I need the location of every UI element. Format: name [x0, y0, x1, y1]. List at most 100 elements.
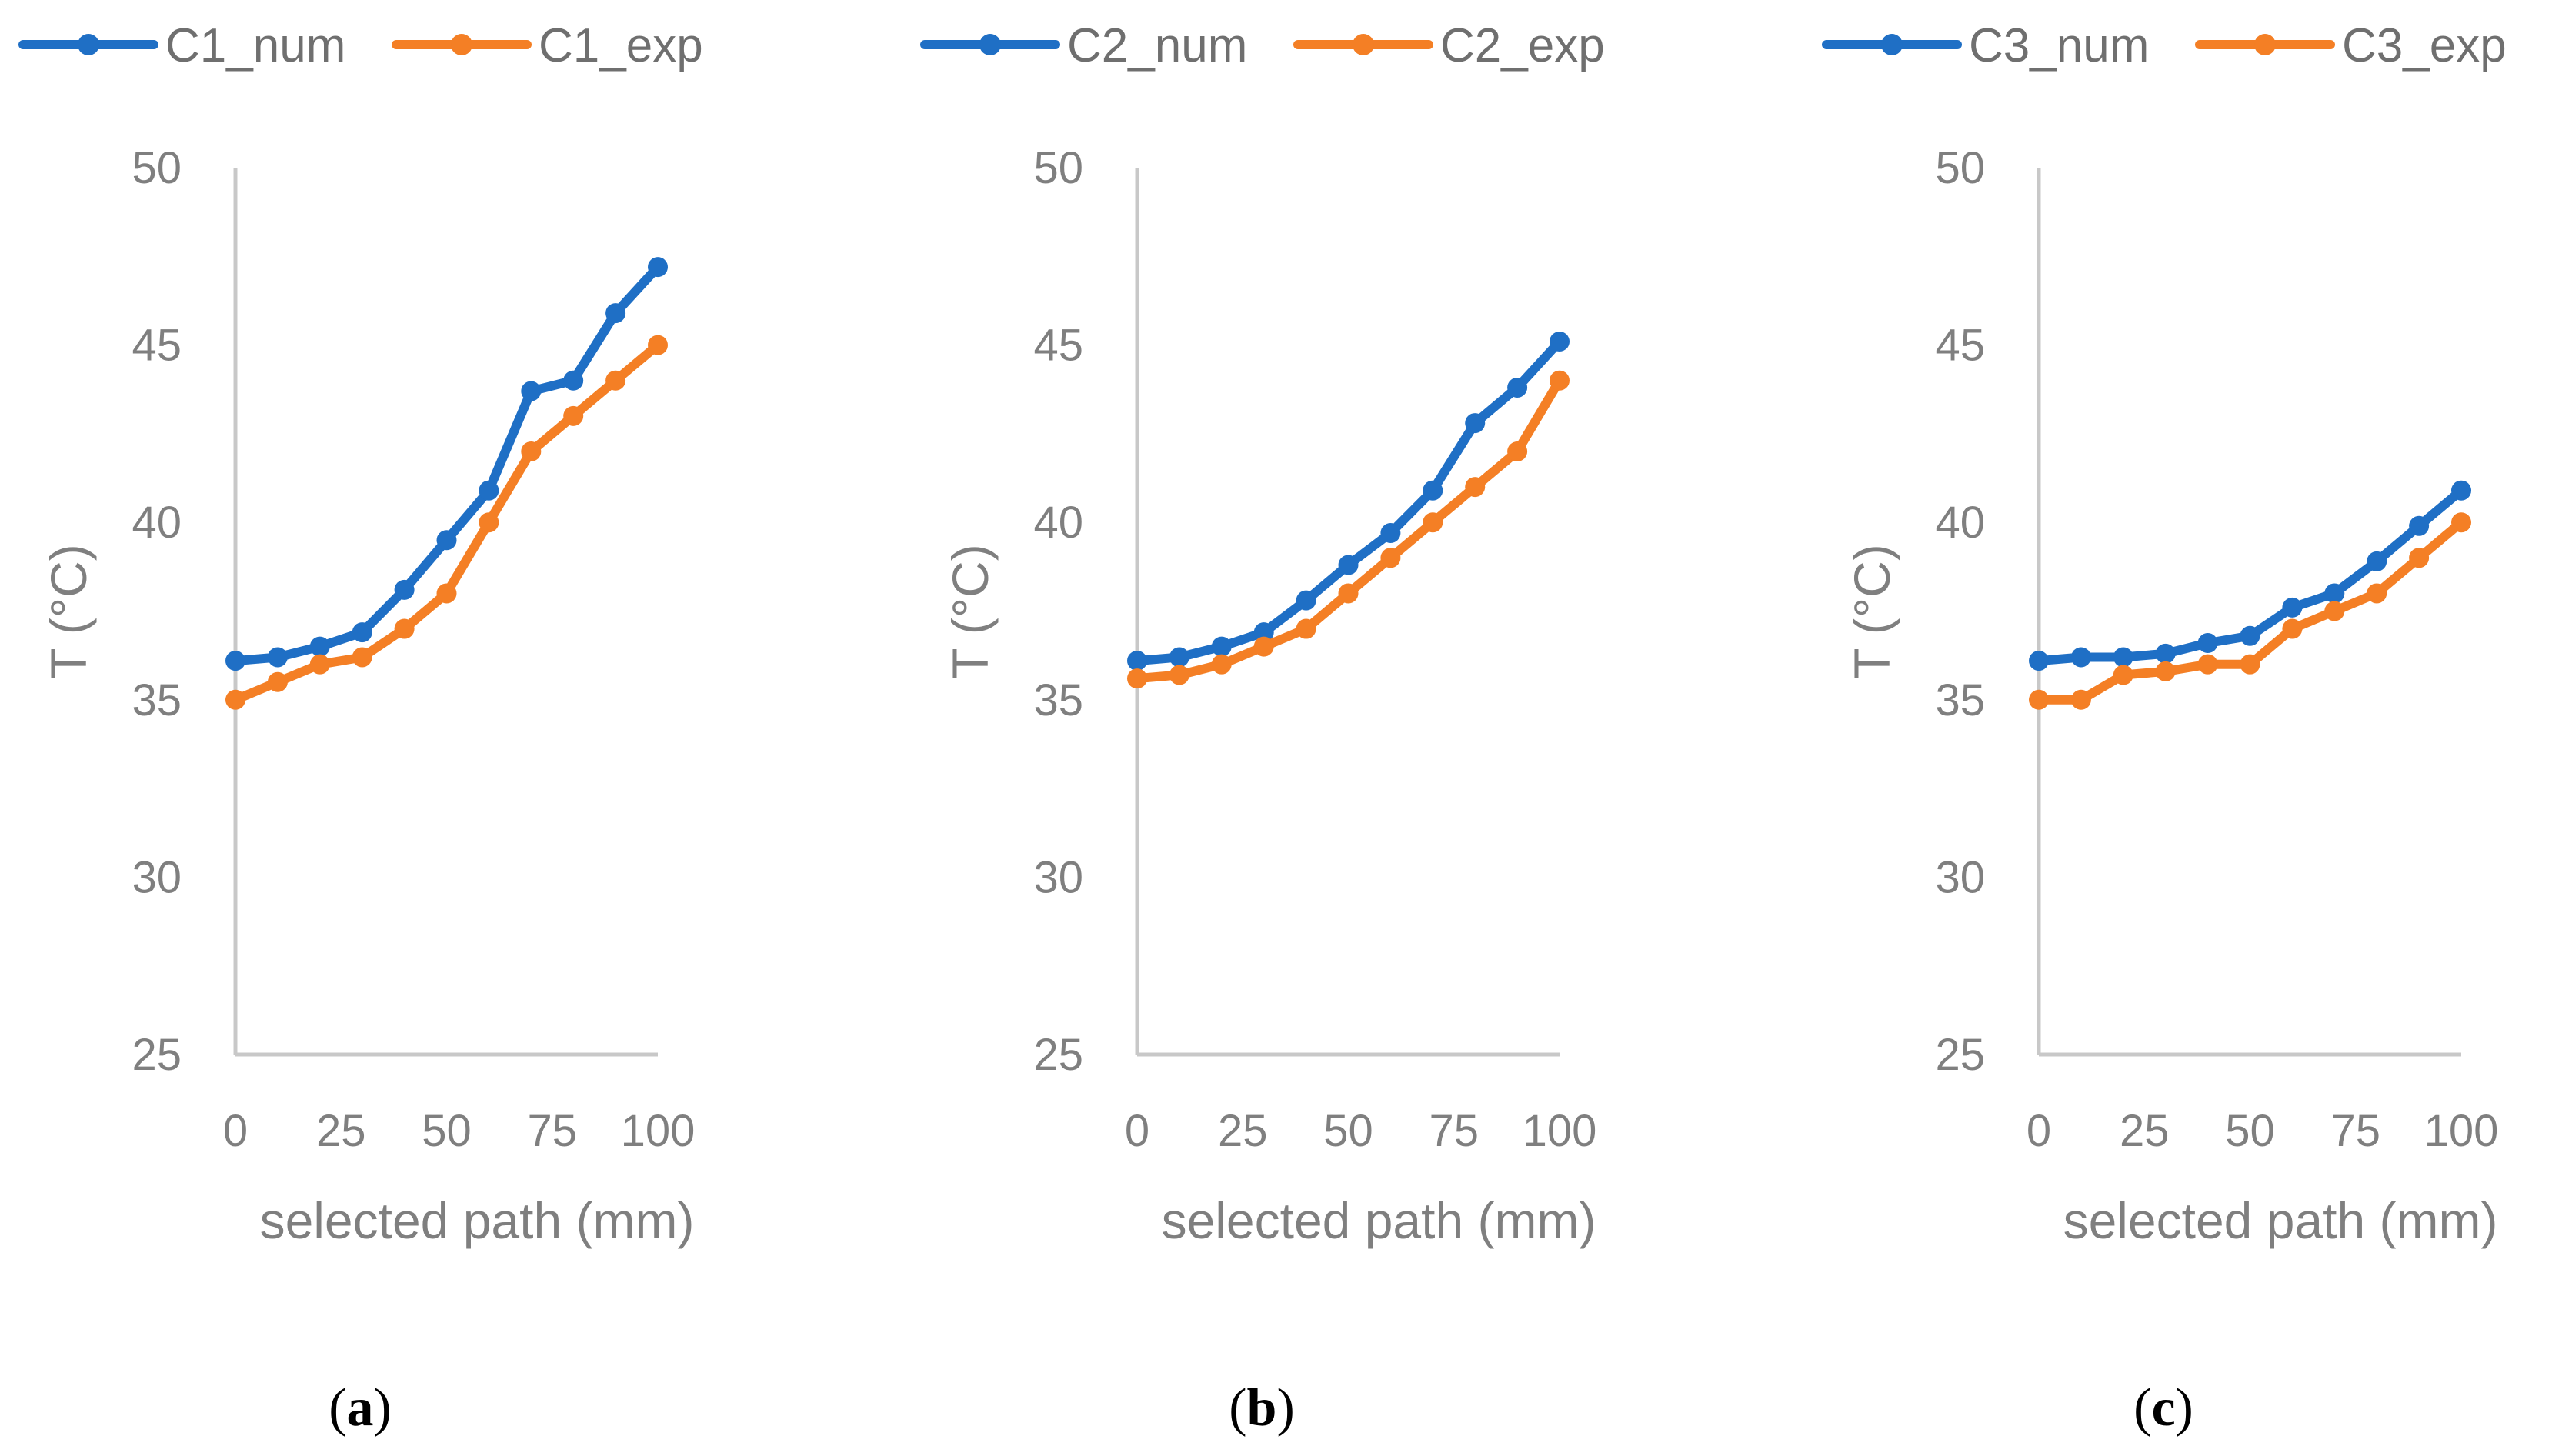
- data-point-C3_exp: [2282, 618, 2303, 639]
- x-axis-title: selected path (mm): [260, 1192, 695, 1249]
- legend-marker: [1353, 34, 1374, 55]
- data-point-C2_num: [1380, 523, 1401, 544]
- chart-panel-c: 25 30 35 40 45 50 0 25 50 75 100 selected path (mm)…: [1822, 19, 2507, 1438]
- data-point-C3_num: [2155, 643, 2176, 664]
- y-tick-label: 45: [1033, 321, 1083, 371]
- data-point-C3_num: [2324, 583, 2345, 604]
- legend-item-C3_exp: C3_exp: [2195, 19, 2507, 72]
- data-point-C3_exp: [2240, 654, 2260, 675]
- data-point-C1_num: [394, 579, 415, 600]
- data-point-C2_exp: [1253, 636, 1274, 657]
- data-point-C2_exp: [1380, 548, 1401, 568]
- data-point-C1_exp: [436, 583, 457, 604]
- y-tick-label: 50: [132, 143, 182, 193]
- data-point-C2_num: [1423, 480, 1443, 501]
- data-point-C2_num: [1211, 636, 1232, 657]
- x-tick-label: 0: [1125, 1106, 1149, 1156]
- x-tick-label: 100: [621, 1106, 696, 1156]
- data-point-C2_exp: [1550, 370, 1570, 391]
- panel-label: (b): [1229, 1378, 1295, 1438]
- data-point-C3_exp: [2155, 661, 2176, 681]
- data-point-C3_num: [2240, 625, 2260, 646]
- data-point-C3_num: [2113, 647, 2133, 668]
- legend-marker: [451, 34, 472, 55]
- x-tick-label: 50: [1323, 1106, 1373, 1156]
- y-tick-label: 40: [1935, 498, 1985, 548]
- data-point-C1_num: [521, 381, 542, 401]
- x-tick-label: 50: [2225, 1106, 2275, 1156]
- data-point-C2_num: [1296, 590, 1316, 611]
- data-point-C2_num: [1253, 622, 1274, 643]
- y-tick-label: 30: [1935, 852, 1985, 902]
- data-point-C1_num: [225, 651, 245, 671]
- data-point-C1_exp: [267, 671, 288, 692]
- data-point-C1_exp: [479, 512, 499, 533]
- data-point-C1_exp: [563, 405, 584, 426]
- y-tick-label: 30: [132, 852, 182, 902]
- data-point-C3_exp: [2409, 548, 2430, 568]
- data-point-C3_num: [2367, 551, 2387, 571]
- y-tick-label: 25: [1935, 1030, 1985, 1080]
- x-axis-title: selected path (mm): [1162, 1192, 1596, 1249]
- data-point-C1_exp: [352, 647, 372, 668]
- x-tick-label: 25: [2120, 1106, 2170, 1156]
- data-point-C1_num: [436, 530, 457, 551]
- data-point-C2_exp: [1211, 654, 1232, 675]
- y-tick-label: 30: [1033, 852, 1083, 902]
- y-tick-label: 25: [1033, 1030, 1083, 1080]
- data-point-C1_num: [479, 480, 499, 501]
- data-point-C2_num: [1507, 377, 1528, 398]
- x-tick-label: 75: [2330, 1106, 2380, 1156]
- x-tick-label: 0: [223, 1106, 248, 1156]
- data-point-C1_num: [309, 636, 330, 657]
- y-axis-title: T (°C): [942, 544, 999, 678]
- panel-label: (c): [2133, 1378, 2193, 1438]
- data-point-C1_exp: [648, 335, 668, 355]
- legend-label: C3_num: [1969, 19, 2149, 72]
- legend-label: C1_num: [165, 19, 345, 72]
- x-tick-label: 75: [527, 1106, 577, 1156]
- x-tick-label: 25: [316, 1106, 366, 1156]
- y-axis-title: T (°C): [1843, 544, 1900, 678]
- legend-marker: [1881, 34, 1903, 55]
- data-point-C2_num: [1465, 413, 1486, 434]
- y-tick-label: 45: [1935, 321, 1985, 371]
- legend-item-C3_num: C3_num: [1822, 19, 2149, 72]
- legend-marker: [979, 34, 1001, 55]
- data-point-C3_exp: [2324, 601, 2345, 621]
- y-tick-label: 45: [132, 321, 182, 371]
- data-point-C3_num: [2282, 597, 2303, 618]
- x-tick-label: 50: [422, 1106, 472, 1156]
- data-point-C3_exp: [2451, 512, 2471, 533]
- y-tick-label: 35: [1033, 675, 1083, 725]
- legend-label: C3_exp: [2342, 19, 2507, 72]
- data-point-C1_num: [563, 370, 584, 391]
- data-point-C3_exp: [2113, 665, 2133, 685]
- legend-label: C1_exp: [539, 19, 703, 72]
- data-point-C2_num: [1338, 555, 1359, 575]
- y-tick-label: 40: [1033, 498, 1083, 548]
- data-point-C2_num: [1169, 647, 1189, 668]
- data-point-C1_num: [648, 257, 668, 278]
- x-tick-label: 0: [2027, 1106, 2051, 1156]
- y-axis-title: T (°C): [40, 544, 97, 678]
- series-line-C2_exp: [1133, 375, 1564, 684]
- y-tick-label: 25: [132, 1030, 182, 1080]
- data-point-C2_num: [1127, 651, 1147, 671]
- data-point-C1_num: [267, 647, 288, 668]
- x-axis-title: selected path (mm): [2063, 1192, 2498, 1249]
- data-point-C3_num: [2070, 647, 2091, 668]
- x-tick-label: 100: [2424, 1106, 2499, 1156]
- data-point-C3_num: [2409, 515, 2430, 536]
- legend-item-C1_num: C1_num: [18, 19, 345, 72]
- y-tick-label: 35: [1935, 675, 1985, 725]
- data-point-C3_exp: [2070, 689, 2091, 710]
- chart-panel-b: 25 30 35 40 45 50 0 25 50 75 100 selected path (mm)…: [920, 19, 1605, 1438]
- series-line-C1_exp: [231, 340, 662, 705]
- data-point-C1_num: [605, 303, 626, 324]
- x-tick-label: 100: [1523, 1106, 1597, 1156]
- chart-panel-a: 25 30 35 40 45 50 0 25 50 75 100 selected path (mm)…: [18, 19, 703, 1438]
- data-point-C1_exp: [394, 618, 415, 639]
- data-point-C3_num: [2197, 633, 2218, 654]
